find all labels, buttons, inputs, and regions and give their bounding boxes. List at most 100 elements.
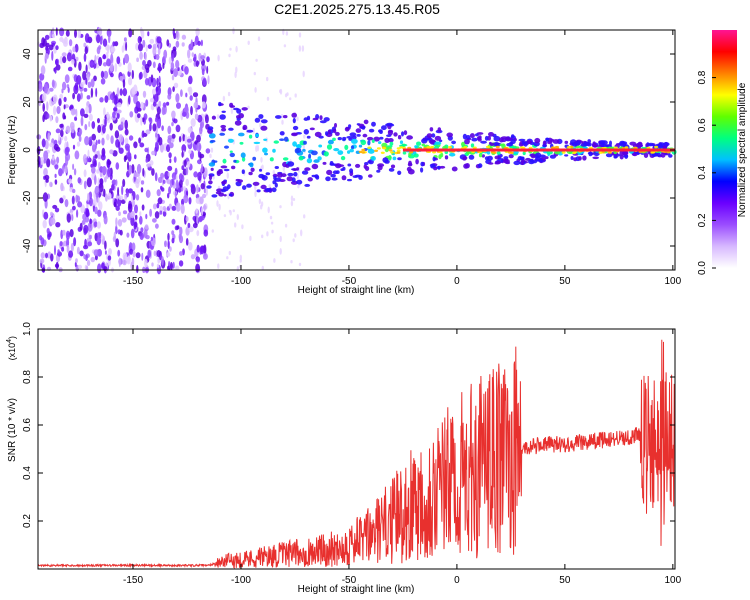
spectrogram-band-blob	[363, 119, 369, 125]
spectrogram-blob	[54, 173, 57, 178]
spectrogram-band-blob	[549, 154, 557, 159]
spectrogram-band-blob	[619, 142, 626, 147]
spectrogram-band-blob	[221, 110, 226, 114]
spectrogram-blob	[175, 93, 180, 103]
spectrogram-band-blob	[619, 150, 625, 156]
spectrogram-band-blob	[397, 135, 402, 140]
spectrogram-blob	[97, 209, 102, 217]
spectrogram-band-blob	[414, 145, 418, 149]
spectrogram-band-blob	[306, 135, 311, 139]
spectrogram-blob	[42, 92, 47, 102]
spectrogram-band-blob	[228, 193, 233, 197]
spectrogram-blob	[119, 88, 123, 96]
spectrogram-blob	[39, 73, 45, 81]
spectrogram-blob	[151, 262, 154, 267]
spectrogram-blob	[118, 134, 124, 143]
spectrogram-blob	[97, 27, 103, 36]
spectrogram-band-blob	[488, 132, 494, 137]
spectrogram-y-tick-label: 40	[22, 48, 33, 60]
spectrogram-blob	[102, 62, 108, 67]
spectrogram-band-blob	[282, 157, 289, 161]
chart-title: C2E1.2025.275.13.45.R05	[274, 1, 440, 17]
spectrogram-blob	[147, 31, 150, 37]
spectrogram-blob	[131, 242, 136, 251]
spectrogram-blob	[128, 135, 134, 141]
spectrogram-blob	[149, 123, 152, 132]
spectrogram-blob	[139, 71, 143, 80]
spectrogram-blob	[106, 133, 110, 141]
spectrogram-band-blob	[303, 140, 307, 145]
spectrogram-blob	[190, 183, 195, 189]
spectrogram-band-blob	[221, 127, 227, 132]
spectrogram-blob	[94, 54, 97, 64]
spectrogram-blob	[42, 219, 47, 229]
spectrogram-blob	[59, 123, 64, 128]
spectrogram-core-blob	[613, 146, 618, 149]
spectrogram-blob	[89, 61, 95, 66]
spectrogram-band-blob	[381, 142, 388, 148]
spectrogram-blob	[97, 150, 100, 160]
spectrogram-band-blob	[592, 156, 599, 160]
spectrogram-band-blob	[358, 123, 365, 127]
spectrogram-blob	[122, 259, 127, 266]
spectrogram-blob	[55, 146, 61, 152]
spectrogram-blob	[48, 44, 54, 51]
spectrogram-blob	[138, 43, 143, 52]
spectrogram-blob	[80, 204, 85, 214]
snr-x-tick-label: -150	[123, 575, 143, 586]
spectrogram-blob	[38, 99, 41, 107]
spectrogram-blob	[88, 103, 92, 114]
spectrogram-blob	[129, 111, 134, 118]
spectrogram-band-blob	[303, 129, 309, 135]
spectrogram-band-blob	[286, 176, 293, 182]
spectrogram-blob	[99, 178, 104, 185]
spectrogram-blob	[254, 184, 257, 191]
spectrogram-blob	[46, 101, 49, 111]
spectrogram-blob	[93, 75, 97, 82]
spectrogram-band-blob	[349, 148, 354, 153]
spectrogram-band-blob	[347, 150, 351, 154]
spectrogram-blob	[136, 57, 140, 63]
spectrogram-blob	[149, 98, 155, 103]
spectrogram-blob	[44, 174, 50, 181]
spectrogram-band-blob	[388, 168, 395, 172]
spectrogram-blob	[59, 37, 64, 42]
spectrogram-band-blob	[503, 156, 509, 160]
spectrogram-blob	[70, 242, 74, 252]
spectrogram-band-blob	[480, 140, 487, 144]
spectrogram-blob	[270, 221, 274, 225]
spectrogram-blob	[127, 62, 132, 73]
spectrogram-blob	[142, 117, 145, 123]
spectrogram-band-blob	[319, 120, 327, 124]
spectrogram-blob	[188, 149, 192, 154]
spectrogram-band-blob	[231, 165, 236, 170]
spectrogram-blob	[140, 116, 143, 126]
spectrogram-y-tick-label: -40	[22, 238, 33, 253]
spectrogram-blob	[254, 190, 257, 198]
spectrogram-blob	[137, 113, 141, 119]
spectrogram-band-blob	[493, 135, 501, 142]
spectrogram-blob	[55, 116, 59, 124]
spectrogram-core-blob	[624, 146, 629, 149]
snr-x-label: Height of straight line (km)	[298, 584, 415, 595]
spectrogram-blob	[112, 111, 116, 119]
spectrogram-blob	[90, 87, 94, 98]
spectrogram-blob	[252, 127, 255, 134]
spectrogram-blob	[189, 95, 193, 101]
spectrogram-blob	[64, 135, 68, 142]
spectrogram-blob	[172, 86, 175, 92]
spectrogram-blob	[186, 161, 191, 168]
spectrogram-band-blob	[484, 156, 490, 161]
spectrogram-blob	[156, 202, 160, 209]
spectrogram-blob	[142, 90, 147, 98]
spectrogram-blob	[179, 179, 183, 188]
spectrogram-band-blob	[534, 152, 542, 159]
spectrogram-y-tick-label: 20	[22, 96, 33, 108]
spectrogram-blob	[76, 75, 82, 85]
spectrogram-band-blob	[426, 133, 433, 139]
spectrogram-band-blob	[330, 173, 336, 178]
spectrogram-blob	[111, 179, 117, 185]
spectrogram-blob	[77, 264, 83, 270]
spectrogram-y-label: Frequency (Hz)	[7, 116, 18, 185]
spectrogram-blob	[232, 209, 235, 213]
